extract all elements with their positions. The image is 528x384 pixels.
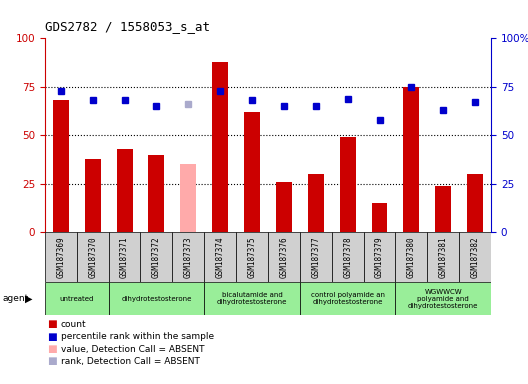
- Bar: [77, 232, 109, 282]
- Bar: [117, 149, 133, 232]
- Text: GSM187377: GSM187377: [312, 237, 320, 278]
- Bar: [204, 282, 300, 315]
- Text: GSM187378: GSM187378: [343, 237, 352, 278]
- Bar: [84, 159, 101, 232]
- Bar: [53, 101, 69, 232]
- Text: value, Detection Call = ABSENT: value, Detection Call = ABSENT: [61, 344, 204, 354]
- Bar: [395, 282, 491, 315]
- Text: count: count: [61, 320, 87, 329]
- Text: ▶: ▶: [25, 294, 33, 304]
- Bar: [395, 232, 427, 282]
- Text: GSM187375: GSM187375: [248, 237, 257, 278]
- Text: agent: agent: [3, 294, 29, 303]
- Bar: [45, 282, 109, 315]
- Bar: [276, 182, 292, 232]
- Text: GSM187372: GSM187372: [152, 237, 161, 278]
- Text: GSM187381: GSM187381: [439, 237, 448, 278]
- Text: dihydrotestosterone: dihydrotestosterone: [121, 296, 192, 301]
- Bar: [427, 232, 459, 282]
- Text: GSM187382: GSM187382: [470, 237, 479, 278]
- Text: untreated: untreated: [60, 296, 94, 301]
- Bar: [467, 174, 483, 232]
- Bar: [300, 282, 395, 315]
- Text: GDS2782 / 1558053_s_at: GDS2782 / 1558053_s_at: [45, 20, 210, 33]
- Text: GSM187380: GSM187380: [407, 237, 416, 278]
- Bar: [172, 232, 204, 282]
- Bar: [212, 62, 228, 232]
- Bar: [204, 232, 236, 282]
- Bar: [308, 174, 324, 232]
- Text: GSM187376: GSM187376: [279, 237, 288, 278]
- Text: ■: ■: [48, 319, 57, 329]
- Text: WGWWCW
polyamide and
dihydrotestosterone: WGWWCW polyamide and dihydrotestosterone: [408, 288, 478, 309]
- Bar: [459, 232, 491, 282]
- Text: GSM187369: GSM187369: [56, 237, 65, 278]
- Bar: [244, 112, 260, 232]
- Text: control polyamide an
dihydrotestosterone: control polyamide an dihydrotestosterone: [310, 292, 384, 305]
- Bar: [109, 232, 140, 282]
- Text: GSM187371: GSM187371: [120, 237, 129, 278]
- Bar: [109, 282, 204, 315]
- Bar: [300, 232, 332, 282]
- Bar: [332, 232, 364, 282]
- Bar: [181, 164, 196, 232]
- Text: GSM187374: GSM187374: [215, 237, 224, 278]
- Bar: [364, 232, 395, 282]
- Bar: [403, 87, 419, 232]
- Bar: [236, 232, 268, 282]
- Text: ■: ■: [48, 356, 57, 366]
- Text: ■: ■: [48, 332, 57, 342]
- Text: ■: ■: [48, 344, 57, 354]
- Bar: [340, 137, 355, 232]
- Bar: [435, 186, 451, 232]
- Bar: [45, 232, 77, 282]
- Bar: [268, 232, 300, 282]
- Text: GSM187379: GSM187379: [375, 237, 384, 278]
- Text: percentile rank within the sample: percentile rank within the sample: [61, 332, 214, 341]
- Bar: [372, 203, 388, 232]
- Text: rank, Detection Call = ABSENT: rank, Detection Call = ABSENT: [61, 357, 200, 366]
- Bar: [140, 232, 172, 282]
- Text: GSM187370: GSM187370: [88, 237, 97, 278]
- Text: GSM187373: GSM187373: [184, 237, 193, 278]
- Text: bicalutamide and
dihydrotestosterone: bicalutamide and dihydrotestosterone: [217, 292, 287, 305]
- Bar: [148, 155, 164, 232]
